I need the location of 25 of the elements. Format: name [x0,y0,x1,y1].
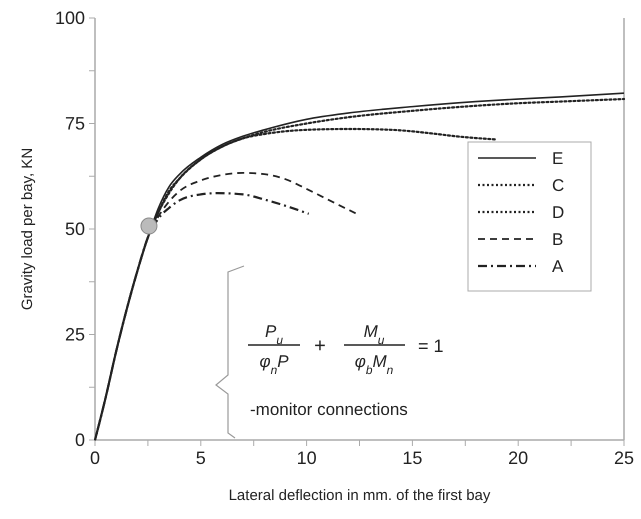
annotation: M$_{u}$ [364,322,385,347]
x-tick-label: 20 [508,448,528,468]
x-tick-label: 0 [90,448,100,468]
annotation: φ$_{b}$M$_{n}$ [354,352,394,377]
x-axis-title: Lateral deflection in mm. of the first bay [228,487,491,504]
x-tick-label: 5 [196,448,206,468]
annotation: + [314,335,326,357]
legend-label: C [552,176,564,195]
y-tick-label: 0 [74,430,85,450]
annotation: -monitor connections [250,400,408,419]
annotation: P$_{u}$ [265,322,284,347]
annotation: = 1 [418,336,444,356]
y-tick-label: 100 [54,8,85,28]
x-tick-label: 25 [614,448,634,468]
legend-label: D [552,203,564,222]
y-axis-title: Gravity load per bay, KN [19,148,36,310]
y-tick-label: 25 [64,324,85,344]
x-tick-label: 10 [296,448,317,468]
legend-label: B [552,230,564,249]
legend-label: A [552,257,564,276]
x-tick-label: 15 [402,448,422,468]
y-tick-label: 75 [64,114,85,134]
legend-label: E [552,149,564,168]
y-tick-label: 50 [64,219,85,239]
annotation: φ$_{n}$P [259,352,290,377]
